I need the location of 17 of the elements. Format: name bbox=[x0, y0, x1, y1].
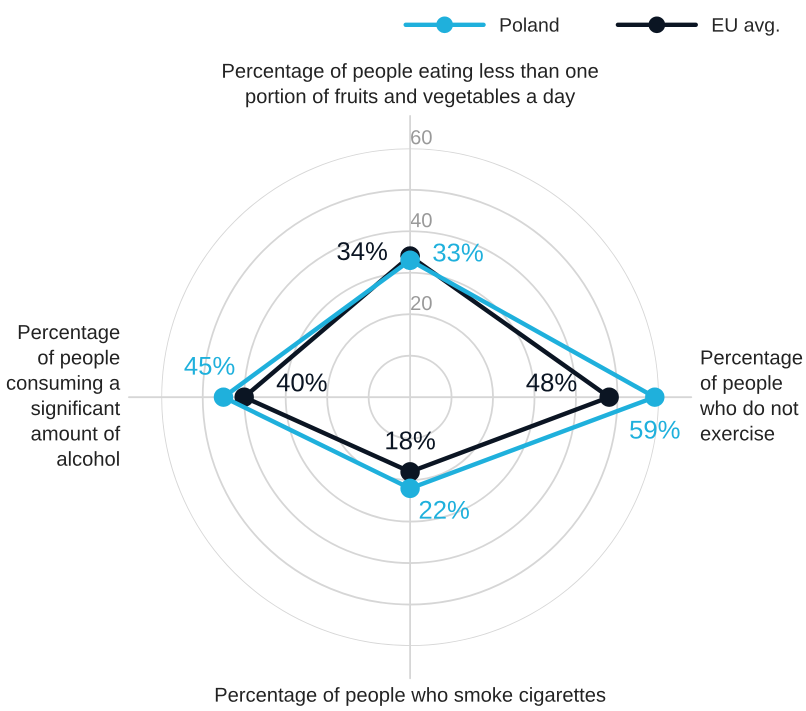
y-tick-label: 60 bbox=[411, 130, 432, 144]
spoke-label: Percentage of people consuming a significant amount of alcohol bbox=[6, 325, 120, 466]
data-label: 59% bbox=[630, 420, 680, 439]
data-label: 22% bbox=[420, 500, 469, 519]
data-label: 48% bbox=[526, 373, 576, 392]
legend-label: EU avg. bbox=[712, 18, 779, 36]
data-label: 34% bbox=[337, 242, 387, 260]
y-tick-label: 40 bbox=[410, 213, 432, 228]
spoke-label: Percentage of people eating less than one portion of fruits and vegetables a day bbox=[223, 63, 598, 108]
spoke-label: Percentage of people who do not exercise bbox=[700, 350, 802, 441]
y-tick-label: 20 bbox=[411, 296, 432, 310]
legend-label: Poland bbox=[500, 18, 558, 32]
data-label: 18% bbox=[386, 431, 435, 450]
spoke-label: Percentage of people who smoke cigarettes bbox=[216, 687, 606, 706]
data-label: 33% bbox=[433, 243, 483, 262]
data-label: 40% bbox=[276, 373, 327, 392]
data-label: 45% bbox=[184, 356, 234, 375]
